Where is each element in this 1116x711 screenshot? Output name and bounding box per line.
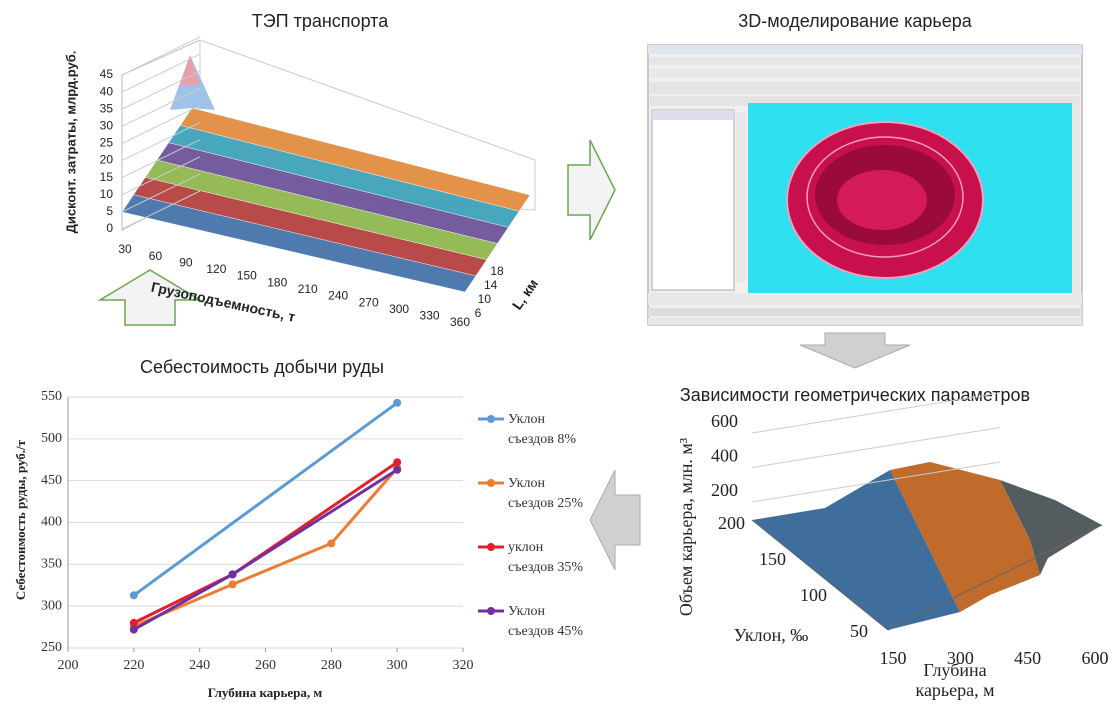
axis-label: Себестоимость руды, руб./т bbox=[13, 439, 28, 600]
legend-swatch bbox=[478, 606, 504, 616]
legend-label: уклон съездов 35% bbox=[508, 538, 586, 578]
arrow bbox=[590, 470, 640, 570]
grid-line bbox=[752, 428, 1000, 468]
x-tick-label: 150 bbox=[880, 648, 907, 668]
point bbox=[229, 570, 237, 578]
y-tick-label: 250 bbox=[41, 640, 62, 655]
z-tick-label: 20 bbox=[100, 153, 114, 167]
axis-label: Глубина карьера, м bbox=[208, 685, 323, 700]
x-tick-label: 280 bbox=[321, 658, 342, 673]
panel-title: ТЭП транспорта bbox=[252, 11, 389, 31]
x-tick-label: 220 bbox=[123, 658, 144, 673]
x-tick-label: 240 bbox=[328, 289, 348, 303]
z-tick-label: 40 bbox=[100, 84, 114, 98]
z-tick-label: 35 bbox=[100, 101, 114, 115]
y-tick-label: 6 bbox=[475, 306, 482, 320]
z-tick-label: 5 bbox=[106, 204, 113, 218]
y-tick-label: 14 bbox=[484, 278, 498, 292]
point bbox=[393, 458, 401, 466]
legend-label: Уклон съездов 45% bbox=[508, 602, 586, 642]
z-tick-label: 0 bbox=[106, 221, 113, 235]
y-tick-label: 450 bbox=[41, 473, 62, 488]
y-tick-label: 400 bbox=[41, 515, 62, 530]
series-line bbox=[134, 470, 397, 630]
legend-item: Уклон съездов 25% bbox=[478, 474, 588, 514]
x-tick-label: 300 bbox=[947, 648, 974, 668]
x-tick-label: 260 bbox=[255, 658, 276, 673]
axis-label: Объем карьера, млн. м³ bbox=[676, 437, 696, 616]
figure: ТЭП транспорта 3D-моделирование карьера … bbox=[0, 0, 1116, 711]
point bbox=[393, 399, 401, 407]
x-tick-label: 90 bbox=[179, 255, 193, 269]
x-tick-label: 60 bbox=[149, 249, 163, 263]
x-tick-label: 120 bbox=[206, 262, 226, 276]
legend-label: Уклон съездов 25% bbox=[508, 474, 586, 514]
line-chart: 250 300 350 400 450 500 550 200 220 240 260 280 300 3… bbox=[41, 389, 474, 673]
x-tick-label: 330 bbox=[420, 309, 440, 323]
legend-item: уклон съездов 35% bbox=[478, 538, 588, 578]
x-tick-label: 360 bbox=[450, 315, 470, 329]
x-tick-label: 150 bbox=[237, 269, 257, 283]
x-tick-label: 450 bbox=[1014, 648, 1041, 668]
x-tick-label: 300 bbox=[387, 658, 408, 673]
surface bbox=[122, 40, 535, 292]
legend-item: Уклон съездов 8% bbox=[478, 410, 588, 450]
panel-title: 3D-моделирование карьера bbox=[738, 11, 973, 31]
x-tick-label: 300 bbox=[389, 302, 409, 316]
z-tick-label: 600 bbox=[711, 411, 738, 431]
z-tick-label: 15 bbox=[100, 170, 114, 184]
axis-label: Уклон, ‰ bbox=[734, 625, 809, 645]
z-tick-label: 45 bbox=[100, 67, 114, 81]
series-line bbox=[134, 403, 397, 595]
x-tick-label: 210 bbox=[298, 282, 318, 296]
panel-title: Себестоимость добычи руды bbox=[140, 357, 384, 377]
point bbox=[393, 466, 401, 474]
y-tick-label: 550 bbox=[41, 389, 62, 404]
x-tick-label: 240 bbox=[189, 658, 210, 673]
software-screenshot bbox=[648, 45, 1082, 325]
series-line bbox=[134, 462, 397, 623]
z-tick-label: 10 bbox=[100, 187, 114, 201]
x-tick-label: 320 bbox=[453, 658, 474, 673]
legend-swatch bbox=[478, 478, 504, 488]
z-tick-label: 200 bbox=[711, 480, 738, 500]
y-tick-label: 500 bbox=[41, 431, 62, 446]
point bbox=[130, 591, 138, 599]
z-tick-label: 400 bbox=[711, 446, 738, 466]
x-tick-label: 200 bbox=[58, 658, 79, 673]
x-tick-label: 270 bbox=[359, 295, 379, 309]
x-tick-label: 180 bbox=[267, 275, 287, 289]
arrow bbox=[568, 140, 615, 240]
point bbox=[327, 539, 335, 547]
y-tick-label: 200 bbox=[718, 513, 745, 533]
legend-label: Уклон съездов 8% bbox=[508, 410, 586, 450]
y-tick-label: 150 bbox=[759, 549, 786, 569]
y-tick-label: 300 bbox=[41, 598, 62, 613]
z-tick-label: 25 bbox=[100, 136, 114, 150]
y-tick-label: 350 bbox=[41, 557, 62, 572]
axis-label: Дисконт. затраты, млрд.руб. bbox=[63, 51, 78, 234]
y-tick-label: 10 bbox=[478, 292, 492, 306]
y-tick-label: 18 bbox=[490, 264, 504, 278]
x-tick-label: 600 bbox=[1082, 648, 1109, 668]
y-tick-label: 100 bbox=[800, 585, 827, 605]
panel-title: Зависимости геометрических параметров bbox=[680, 385, 1030, 405]
legend-swatch bbox=[478, 414, 504, 424]
z-tick-label: 30 bbox=[100, 119, 114, 133]
axis-label: L, км bbox=[509, 276, 541, 313]
x-tick-label: 30 bbox=[118, 242, 132, 256]
point bbox=[130, 626, 138, 634]
point bbox=[229, 580, 237, 588]
y-tick-label: 50 bbox=[850, 621, 868, 641]
arrow bbox=[800, 333, 910, 368]
legend-swatch bbox=[478, 542, 504, 552]
legend-item: Уклон съездов 45% bbox=[478, 602, 588, 642]
